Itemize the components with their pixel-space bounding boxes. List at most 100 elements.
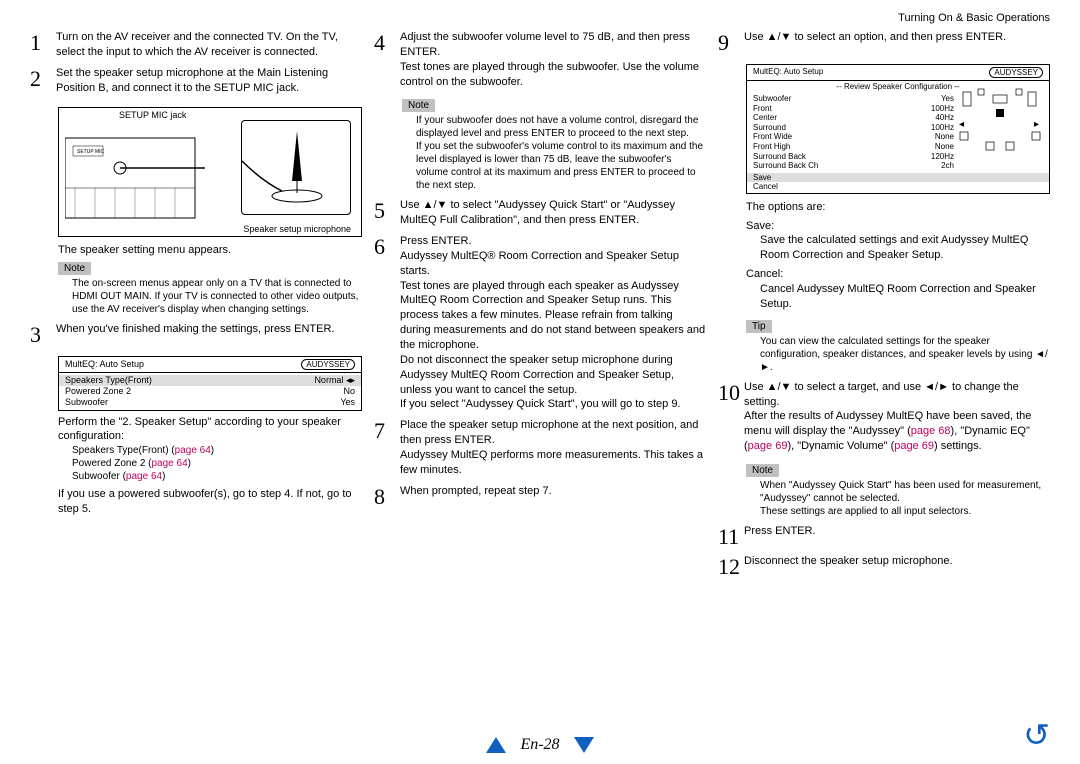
step-number: 3 [30,322,56,346]
note-label: Note [746,464,779,477]
osd-screen-1: MultEQ: Auto Setup AUDYSSEY Speakers Typ… [58,356,362,410]
screen-row-label: Center [753,113,777,123]
step-text: When you've finished making the settings… [56,322,362,346]
osd-screen-2: MultEQ: Auto Setup AUDYSSEY -- Review Sp… [746,64,1050,194]
step-text: When prompted, repeat step 7. [400,484,706,508]
figure-label: Speaker setup microphone [243,224,351,234]
column-1: 1 Turn on the AV receiver and the connec… [30,30,362,694]
step-text: Press ENTER. [400,234,706,249]
section-title: Turning On & Basic Operations [898,12,1050,24]
tip-body: You can view the calculated settings for… [760,335,1050,374]
step-10: 10 Use ▲/▼ to select a target, and use ◄… [718,380,1050,454]
note-label: Note [402,99,435,112]
step-text: Use ▲/▼ to select an option, and then pr… [744,30,1050,54]
note-label: Note [58,262,91,275]
screen-row-value: None [935,142,954,152]
step-1: 1 Turn on the AV receiver and the connec… [30,30,362,60]
page-number: En-28 [520,736,559,753]
step-number: 7 [374,418,400,477]
screen-row-label: Surround Back Ch [753,161,818,171]
screen-row-value: None [935,132,954,142]
figure-label: SETUP MIC jack [119,110,186,120]
body-text: If you use a powered subwoofer(s), go to… [58,487,362,517]
page-link[interactable]: page 64 [152,458,188,469]
step-text: Use ▲/▼ to select "Audyssey Quick Start"… [400,198,706,228]
screen-row-value: No [343,386,355,397]
option-label: Save: [746,219,1050,234]
option-desc: Save the calculated settings and exit Au… [760,233,1050,263]
step-11: 11 Press ENTER. [718,524,1050,548]
body-text: The options are: [746,200,1050,215]
step-3: 3 When you've finished making the settin… [30,322,362,346]
tip-label: Tip [746,320,772,333]
step-number: 11 [718,524,744,548]
ref-line: Speakers Type(Front) (page 64) [72,444,362,457]
page-content: 1 Turn on the AV receiver and the connec… [30,30,1050,694]
body-text: After the results of Audyssey MultEQ hav… [744,410,1031,452]
screen-row-label: Front [753,104,772,114]
svg-text:▸: ▸ [1034,119,1039,130]
screen-row-value: 2ch [941,161,954,171]
step-5: 5 Use ▲/▼ to select "Audyssey Quick Star… [374,198,706,228]
receiver-icon: SETUP MIC [65,128,205,223]
option-desc: Cancel Audyssey MultEQ Room Correction a… [760,282,1050,312]
step-text: Set the speaker setup microphone at the … [56,66,362,96]
step-text: Adjust the subwoofer volume level to 75 … [400,30,706,60]
ref-line: Powered Zone 2 (page 64) [72,457,362,470]
step-text: Disconnect the speaker setup microphone. [744,554,1050,578]
step-number: 5 [374,198,400,228]
screen-row-value: Normal ◂▸ [314,375,355,386]
step-number: 4 [374,30,400,89]
body-text: Test tones are played through the subwoo… [400,60,706,90]
option-label: Cancel: [746,267,1050,282]
prev-page-icon[interactable] [486,737,506,753]
audyssey-badge: AUDYSSEY [301,359,355,370]
next-page-icon[interactable] [574,737,594,753]
back-icon[interactable]: ↺ [1023,716,1050,754]
page-footer: En-28 [0,736,1080,754]
step-number: 8 [374,484,400,508]
screen-title: MultEQ: Auto Setup [753,67,823,78]
step-number: 2 [30,66,56,96]
step-number: 6 [374,234,400,412]
body-text: Audyssey MultEQ® Room Correction and Spe… [400,249,706,412]
figure-setup-mic: SETUP MIC jack SETUP MIC [58,107,362,237]
speaker-layout-icon: ◂ ▸ [958,87,1043,157]
screen-row-value: Yes [340,397,355,408]
page-link[interactable]: page 64 [126,471,162,482]
screen-footer-row: Cancel [747,182,1049,191]
screen-row-label: Front Wide [753,132,792,142]
step-number: 1 [30,30,56,60]
screen-row-value: 100Hz [931,104,954,114]
screen-row-label: Subwoofer [753,94,791,104]
svg-text:◂: ◂ [959,119,964,130]
step-text: Place the speaker setup microphone at th… [400,418,706,448]
note-body: When "Audyssey Quick Start" has been use… [760,479,1050,518]
screen-row-value: Yes [941,94,954,104]
screen-row-label: Surround Back [753,152,806,162]
step-8: 8 When prompted, repeat step 7. [374,484,706,508]
body-text: Perform the "2. Speaker Setup" according… [58,415,362,445]
screen-row-label: Speakers Type(Front) [65,375,152,386]
step-6: 6 Press ENTER. Audyssey MultEQ® Room Cor… [374,234,706,412]
mic-box [241,120,351,215]
screen-row-label: Powered Zone 2 [65,386,131,397]
audyssey-badge: AUDYSSEY [989,67,1043,78]
page-link[interactable]: page 68 [911,425,951,437]
screen-row-label: Front High [753,142,790,152]
screen-row-label: Surround [753,123,786,133]
screen-row-value: 40Hz [935,113,954,123]
screen-row-value: 120Hz [931,152,954,162]
step-number: 12 [718,554,744,578]
screen-footer-row: Save [747,173,1049,182]
body-text: Audyssey MultEQ performs more measuremen… [400,448,706,478]
svg-text:SETUP MIC: SETUP MIC [77,149,105,155]
step-12: 12 Disconnect the speaker setup micropho… [718,554,1050,578]
page-link[interactable]: page 69 [894,440,934,452]
ref-line: Subwoofer (page 64) [72,470,362,483]
page-link[interactable]: page 69 [748,440,788,452]
column-3: 9 Use ▲/▼ to select an option, and then … [718,30,1050,694]
body-text: The speaker setting menu appears. [58,243,362,258]
step-number: 9 [718,30,744,54]
page-link[interactable]: page 64 [175,445,211,456]
